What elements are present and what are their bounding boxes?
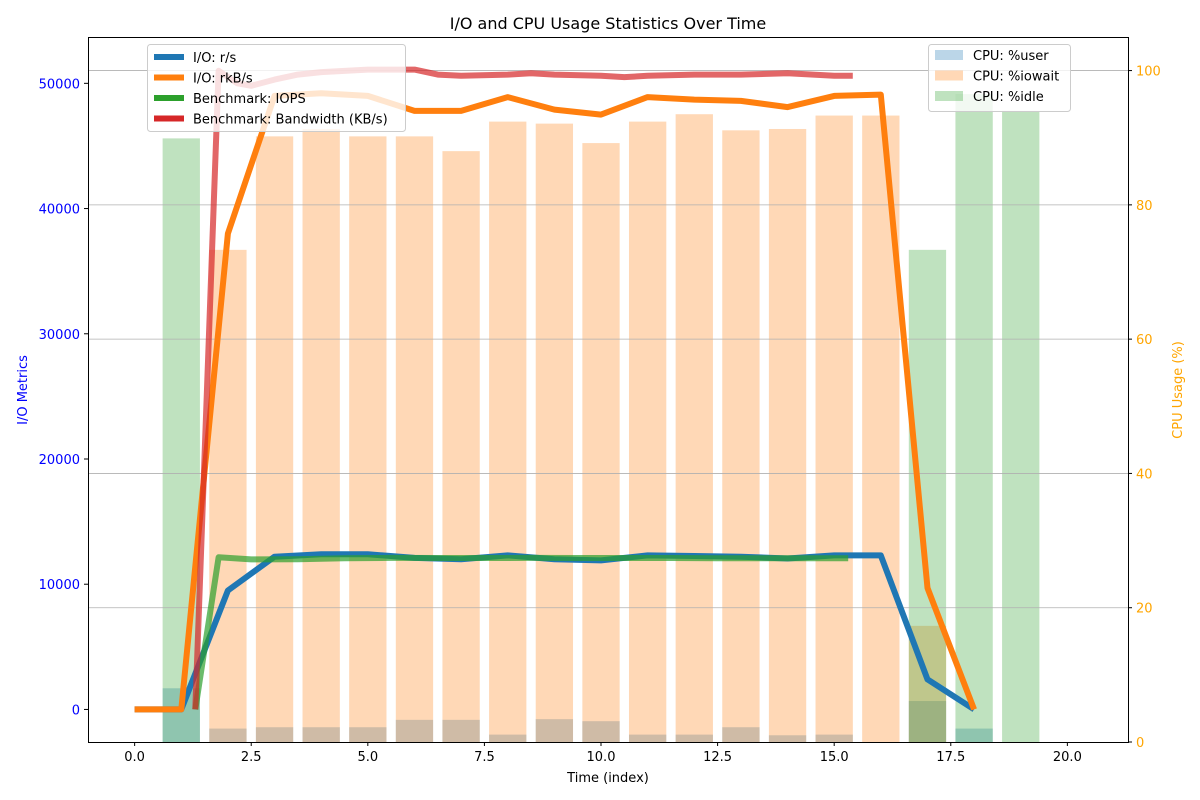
axes-frame <box>88 37 1129 743</box>
cpu-bar-cpuiowait <box>722 130 760 743</box>
y-left-tick-label: 40000 <box>39 203 80 218</box>
cpu-bar-cpuuser <box>489 734 527 742</box>
cpu-bar-cpuuser <box>535 719 574 742</box>
legend-label: I/O: rkB/s <box>193 72 253 87</box>
cpu-bar-cpuidle <box>955 94 993 743</box>
y-left-tick-label: 20000 <box>39 453 80 468</box>
y-right-tick-label: 0 <box>1136 736 1144 751</box>
legend-label: CPU: %iowait <box>973 70 1059 85</box>
cpu-bar-cpuuser <box>209 728 247 742</box>
cpu-bar-cpuiowait <box>768 128 807 742</box>
y-right-tick-label: 80 <box>1136 199 1153 214</box>
legend-cpu: CPU: %user CPU: %iowait CPU: %idle <box>928 44 1071 112</box>
y-right-tick-label: 40 <box>1136 467 1153 482</box>
legend-bar-swatch <box>935 70 963 81</box>
cpu-bar-cpuiowait <box>675 114 713 742</box>
cpu-bar-cpuuser <box>908 701 947 742</box>
y-axis-left: 0 10000 20000 30000 40000 50000 <box>39 77 88 718</box>
y-right-tick-label: 20 <box>1136 602 1153 617</box>
cpu-bar-cpuiowait <box>255 136 294 742</box>
legend-label: Benchmark: Bandwidth (KB/s) <box>193 113 388 128</box>
x-tick-label: 2.5 <box>241 750 262 765</box>
cpu-bar-cpuuser <box>255 727 294 742</box>
cpu-bar-cpuuser <box>628 734 667 742</box>
cpu-bar-cpuidle <box>162 138 200 742</box>
y-right-tick-label: 100 <box>1136 65 1161 80</box>
cpu-bar-cpuiowait <box>395 136 434 742</box>
x-tick-label: 10.0 <box>587 750 616 765</box>
cpu-bar-cpuiowait <box>442 151 480 743</box>
x-tick-label: 12.5 <box>703 750 732 765</box>
x-tick-label: 0.0 <box>124 750 145 765</box>
legend-io: I/O: r/s I/O: rkB/s Benchmark: IOPS Benchma… <box>147 44 406 132</box>
cpu-bar-cpuuser <box>675 734 713 742</box>
y-axis-right-label: CPU Usage (%) <box>1171 341 1186 439</box>
y-axis-right: 0 20 40 60 80 100 <box>1128 65 1161 751</box>
legend-label: Benchmark: IOPS <box>193 92 306 107</box>
x-axis-label: Time (index) <box>566 771 649 786</box>
cpu-bar-cpuiowait <box>349 136 387 742</box>
plot-area <box>88 66 1128 743</box>
cpu-bar-cpuuser <box>349 727 387 742</box>
cpu-bar-cpuiowait <box>582 143 620 743</box>
legend-label: I/O: r/s <box>193 51 236 66</box>
x-tick-label: 5.0 <box>357 750 378 765</box>
series-line-2 <box>192 554 849 710</box>
cpu-bar-cpuiowait <box>628 121 667 743</box>
y-left-tick-label: 50000 <box>39 77 80 92</box>
cpu-bar-cpuuser <box>768 735 807 742</box>
cpu-bar-cpuiowait <box>815 115 853 743</box>
cpu-bar-cpuuser <box>815 734 853 742</box>
x-tick-label: 15.0 <box>820 750 849 765</box>
x-tick-label: 20.0 <box>1053 750 1082 765</box>
legend-label: CPU: %idle <box>973 90 1044 105</box>
y-right-tick-label: 60 <box>1136 333 1153 348</box>
cpu-bar-cpuuser <box>442 719 480 742</box>
cpu-bar-cpuiowait <box>302 128 340 742</box>
cpu-bar-cpuuser <box>582 721 620 742</box>
cpu-bar-cpuuser <box>955 728 993 742</box>
cpu-bar-cpuiowait <box>535 123 574 743</box>
x-tick-label: 7.5 <box>474 750 495 765</box>
y-axis-left-label: I/O Metrics <box>16 355 31 425</box>
cpu-bar-cpuiowait <box>489 121 527 743</box>
x-axis: 0.0 2.5 5.0 7.5 10.0 12.5 15.0 17.5 20.0 <box>124 742 1082 765</box>
cpu-bar-cpuuser <box>395 719 434 742</box>
x-tick-label: 17.5 <box>936 750 965 765</box>
legend-bar-swatch <box>935 50 963 60</box>
cpu-bar-cpuiowait <box>209 249 247 743</box>
y-left-tick-label: 0 <box>72 703 80 718</box>
cpu-bar-cpuuser <box>722 727 760 742</box>
legend-bar-swatch <box>935 91 963 101</box>
y-left-tick-label: 30000 <box>39 328 80 343</box>
cpu-bar-cpuidle <box>1002 110 1040 743</box>
cpu-bar-cpuidle <box>908 249 947 743</box>
legend-label: CPU: %user <box>973 49 1049 64</box>
y-left-tick-label: 10000 <box>39 578 80 593</box>
cpu-bar-cpuuser <box>302 727 340 742</box>
chart-title: I/O and CPU Usage Statistics Over Time <box>450 14 766 33</box>
